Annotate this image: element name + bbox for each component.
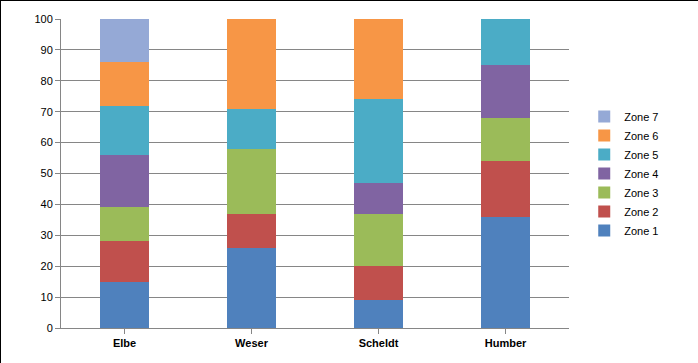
- svg-text:20: 20: [41, 260, 53, 272]
- svg-text:Scheldt: Scheldt: [359, 337, 399, 349]
- svg-text:Zone 7: Zone 7: [624, 111, 658, 123]
- svg-text:70: 70: [41, 106, 53, 118]
- svg-text:Elbe: Elbe: [113, 337, 136, 349]
- svg-text:40: 40: [41, 198, 53, 210]
- svg-text:90: 90: [41, 44, 53, 56]
- svg-text:80: 80: [41, 75, 53, 87]
- svg-text:Zone 2: Zone 2: [624, 206, 658, 218]
- svg-text:Zone 1: Zone 1: [624, 225, 658, 237]
- svg-text:10: 10: [41, 291, 53, 303]
- svg-text:Zone 4: Zone 4: [624, 168, 658, 180]
- svg-text:0: 0: [47, 322, 53, 334]
- svg-text:Zone 5: Zone 5: [624, 149, 658, 161]
- svg-text:50: 50: [41, 167, 53, 179]
- svg-text:Zone 6: Zone 6: [624, 130, 658, 142]
- svg-text:Zone 3: Zone 3: [624, 187, 658, 199]
- svg-text:60: 60: [41, 136, 53, 148]
- svg-text:100: 100: [34, 13, 52, 25]
- svg-text:Humber: Humber: [485, 337, 527, 349]
- svg-text:30: 30: [41, 229, 53, 241]
- svg-text:Weser: Weser: [235, 337, 269, 349]
